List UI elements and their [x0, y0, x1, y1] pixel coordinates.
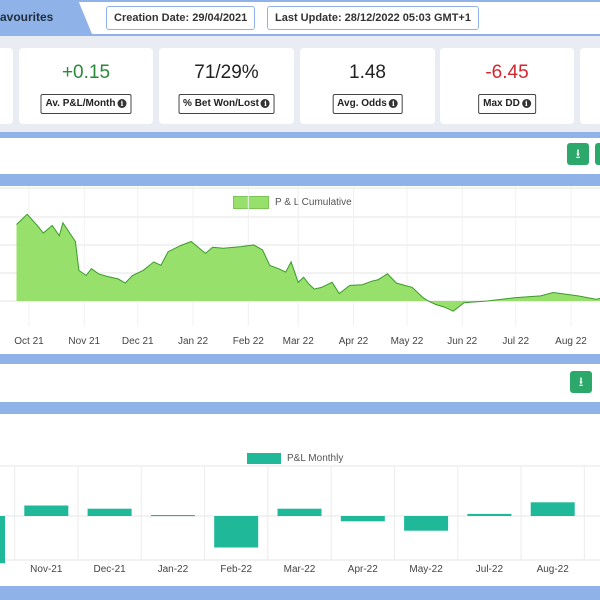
monthly-legend: P&L Monthly	[247, 453, 343, 464]
x-tick-label: Nov 21	[68, 336, 101, 347]
monthly-toolbar	[0, 364, 600, 402]
stat-card-avg-odds: 1.48 Avg. Odds i	[300, 48, 435, 124]
x-tick-label: Dec 21	[121, 336, 154, 347]
legend-swatch	[233, 196, 269, 209]
monthly-bar	[530, 502, 575, 516]
x-tick-label: Aug-22	[536, 564, 569, 575]
info-icon: i	[117, 98, 127, 108]
legend-label: P&L Monthly	[287, 453, 344, 464]
x-tick-label: Apr 22	[338, 336, 369, 347]
favourites-tab[interactable]: avourites	[0, 0, 92, 34]
legend-label: P & L Cumulative	[275, 197, 352, 208]
stat-card-partial-right	[580, 48, 600, 124]
cumulative-area	[16, 214, 600, 312]
monthly-chart	[0, 465, 600, 564]
bottom-divider	[0, 586, 600, 600]
stat-value: +0.15	[61, 62, 111, 83]
stat-label-button[interactable]: % Bet Won/Lost i	[178, 94, 275, 114]
last-update-badge: Last Update: 28/12/2022 05:03 GMT+1	[267, 6, 479, 30]
x-tick-label: May-22	[409, 564, 443, 575]
x-tick-label: Feb-22	[220, 564, 253, 575]
header-divider	[0, 34, 600, 36]
stat-label: Av. P&L/Month	[45, 98, 116, 109]
monthly-bar	[467, 513, 512, 516]
stat-label-button[interactable]: Avg. Odds i	[332, 94, 403, 114]
monthly-bar	[277, 508, 322, 516]
x-tick-label: May 22	[390, 336, 424, 347]
info-icon: i	[388, 98, 398, 108]
x-tick-label: Jul-22	[475, 564, 504, 575]
stat-card-bet-won-lost: 71/29% % Bet Won/Lost i	[159, 48, 294, 124]
stat-card-avg-pl-month: +0.15 Av. P&L/Month i	[19, 48, 153, 124]
monthly-chart-panel	[0, 414, 600, 586]
stat-label: Avg. Odds	[337, 98, 387, 109]
monthly-bar	[150, 515, 195, 517]
cumulative-chart-panel	[0, 186, 600, 354]
info-icon: i	[260, 98, 270, 108]
x-tick-label: Dec-21	[93, 564, 126, 575]
x-tick-label: Nov-21	[30, 564, 63, 575]
monthly-bar	[340, 516, 385, 522]
cumulative-line	[16, 213, 600, 312]
x-tick-label: Apr-22	[347, 564, 378, 575]
monthly-bar	[0, 516, 5, 564]
x-tick-label: Mar-22	[283, 564, 316, 575]
monthly-bar	[87, 508, 132, 516]
creation-date-badge: Creation Date: 29/04/2021	[106, 6, 256, 30]
download-icon: ⭳	[578, 374, 584, 389]
cumulative-toolbar	[0, 138, 600, 174]
section-divider	[0, 174, 600, 186]
section-divider	[0, 354, 600, 364]
monthly-bar	[214, 516, 259, 548]
x-tick-label: Oct 21	[14, 336, 44, 347]
stat-label: % Bet Won/Lost	[183, 98, 259, 109]
legend-swatch	[247, 453, 281, 464]
monthly-bar	[404, 516, 449, 531]
download-cumulative-button[interactable]: ⭳	[567, 143, 589, 165]
info-icon: i	[521, 98, 531, 108]
stat-label: Max DD	[483, 98, 520, 109]
stat-value: -6.45	[485, 62, 529, 83]
monthly-bar	[24, 505, 69, 516]
download-monthly-button[interactable]: ⭳	[570, 371, 592, 393]
top-accent-line	[0, 0, 600, 2]
favourites-tab-label: avourites	[0, 10, 54, 24]
stat-card-max-dd: -6.45 Max DD i	[440, 48, 574, 124]
x-tick-label: Jun 22	[447, 336, 478, 347]
stat-label-button[interactable]: Max DD i	[478, 94, 536, 114]
x-tick-label: Jul 22	[502, 336, 530, 347]
section-divider	[0, 132, 600, 138]
x-tick-label: Jan 22	[178, 336, 209, 347]
stat-value: 1.48	[349, 62, 386, 83]
stat-value: 71/29%	[194, 62, 259, 83]
x-tick-label: Feb 22	[232, 336, 264, 347]
x-tick-label: Aug 22	[555, 336, 587, 347]
cumulative-chart	[0, 186, 600, 326]
stat-label-button[interactable]: Av. P&L/Month i	[40, 94, 132, 114]
export-button-partial[interactable]	[595, 143, 600, 165]
x-tick-label: Jan-22	[157, 564, 189, 575]
stat-card-partial-left	[0, 48, 13, 124]
cumulative-legend: P & L Cumulative	[233, 196, 352, 209]
download-icon: ⭳	[575, 146, 581, 161]
x-tick-label: Mar 22	[282, 336, 314, 347]
section-divider	[0, 402, 600, 414]
